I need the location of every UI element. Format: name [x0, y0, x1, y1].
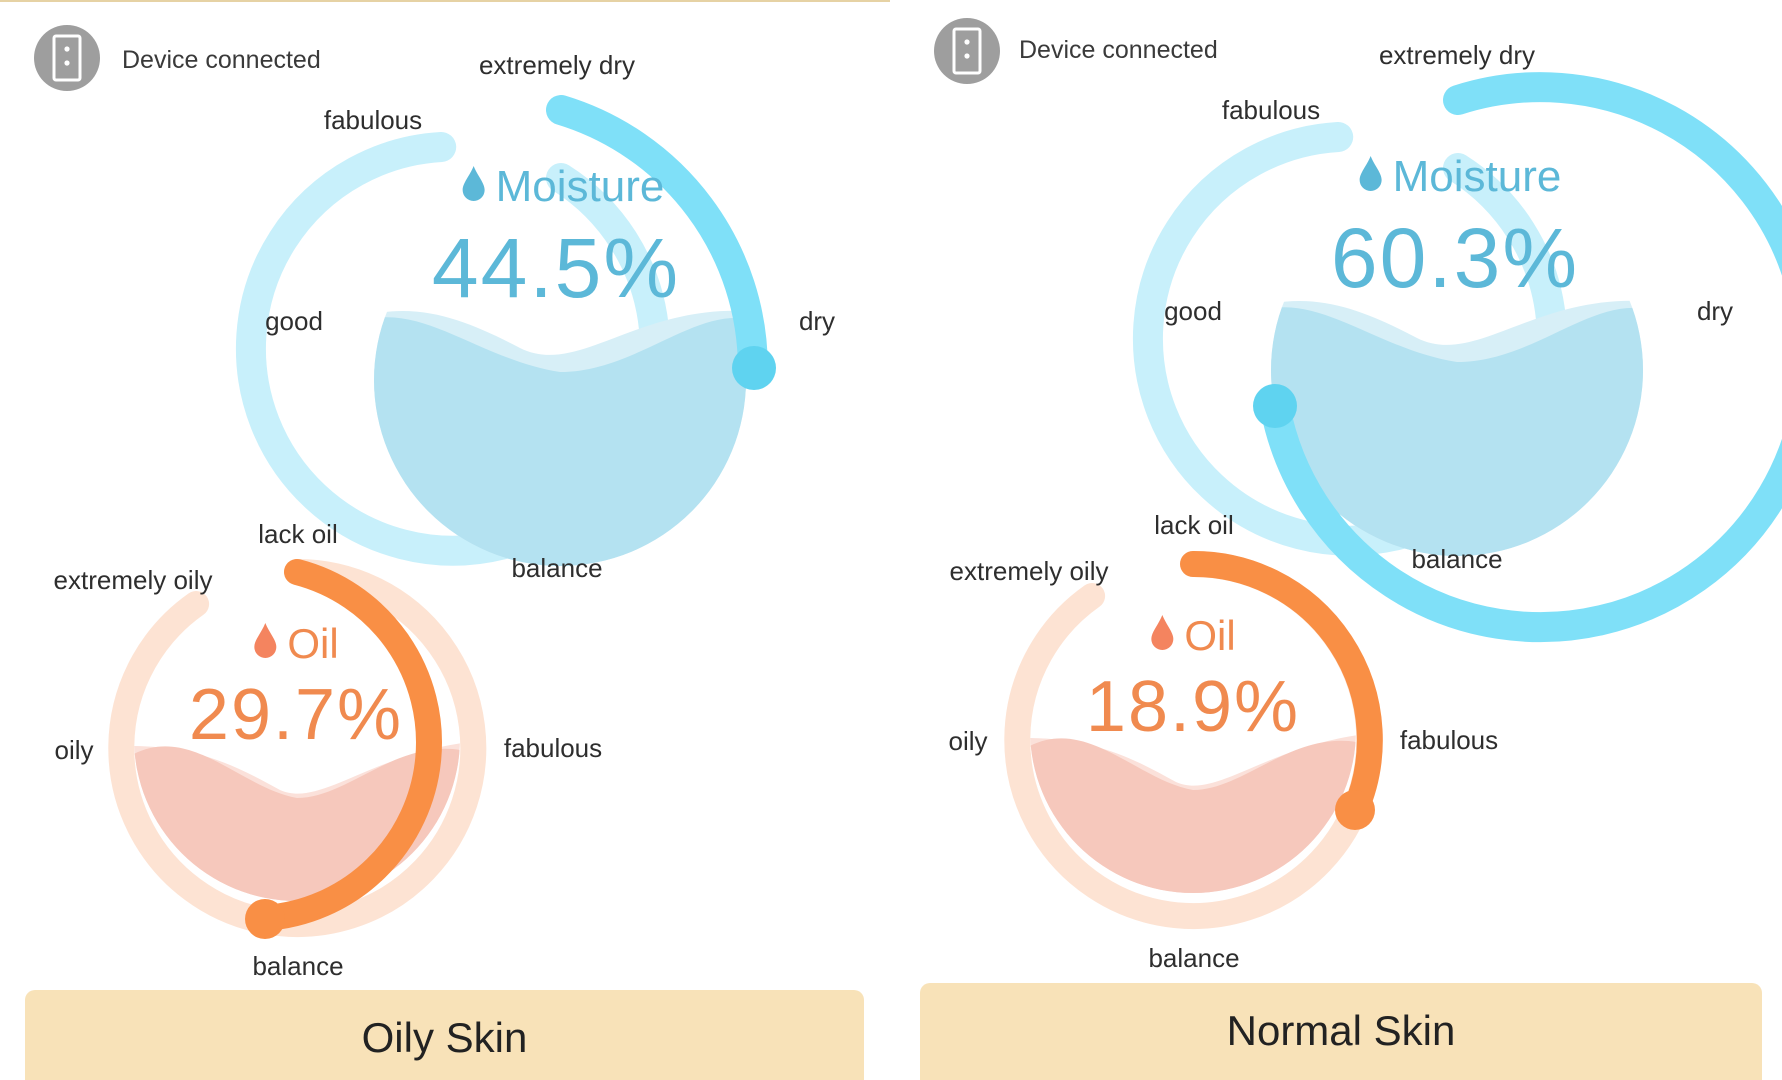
oil-drop-icon [1150, 612, 1174, 660]
phone-device-icon [34, 25, 100, 91]
phone-device-icon [934, 18, 1000, 84]
skin-type-result-button[interactable]: Oily Skin [25, 990, 864, 1080]
oil-title: Oil [253, 620, 339, 668]
moisture-zone-dry: dry [798, 306, 836, 336]
skin-type-result-label: Oily Skin [361, 1014, 528, 1061]
water-drop-icon [1359, 152, 1383, 202]
oil-zone-extremely-oily: extremely oily [53, 565, 213, 595]
oil-zone-fabulous: fabulous [1399, 725, 1499, 755]
moisture-water-front [374, 317, 746, 566]
oil-progress-knob [1335, 790, 1375, 830]
moisture-value: 60.3% [1330, 211, 1580, 305]
oil-progress-knob [245, 899, 285, 939]
moisture-zone-fabulous: fabulous [323, 105, 423, 135]
oil-zone-fabulous: fabulous [503, 733, 603, 763]
device-status-text: Device connected [122, 46, 321, 74]
oil-zone-oily: oily [54, 735, 94, 765]
oil-value: 29.7% [188, 675, 404, 755]
moisture-zone-dry: dry [1696, 296, 1734, 326]
moisture-title: Moisture [1359, 152, 1562, 202]
skin-type-result-label: Normal Skin [1226, 1007, 1456, 1054]
moisture-title: Moisture [462, 162, 665, 212]
moisture-zone-good: good [1164, 296, 1222, 326]
oil-zone-extremely-oily: extremely oily [949, 556, 1109, 586]
moisture-gauge [1004, 72, 1782, 929]
oil-progress-arc [1180, 550, 1383, 823]
moisture-zone-balance: balance [1411, 544, 1503, 574]
oil-title-text: Oil [1184, 612, 1236, 659]
oil-drop-icon [253, 620, 277, 668]
skin-result-screen-oily: Device connected extremely dry fabulous … [0, 0, 891, 1080]
oil-zone-balance: balance [252, 951, 344, 981]
moisture-water-front [1271, 307, 1643, 556]
moisture-zone-extremely-dry: extremely dry [1378, 40, 1536, 70]
oil-progress-arc [252, 559, 442, 931]
moisture-gauge [108, 95, 776, 939]
moisture-progress-arc [1260, 72, 1782, 643]
moisture-progress-knob [1253, 384, 1297, 428]
device-status-text: Device connected [1019, 36, 1218, 64]
oil-track-arc [108, 559, 487, 937]
oil-zone-lack-oil: lack oil [1154, 510, 1234, 540]
moisture-value: 44.5% [431, 221, 681, 315]
moisture-progress-arc [546, 95, 768, 383]
oil-zone-balance: balance [1148, 943, 1240, 973]
moisture-zone-fabulous: fabulous [1221, 95, 1321, 125]
moisture-title-text: Moisture [1392, 152, 1562, 201]
moisture-zone-extremely-dry: extremely dry [478, 50, 636, 80]
oil-title-text: Oil [287, 620, 339, 667]
oil-value: 18.9% [1085, 667, 1301, 747]
water-drop-icon [462, 162, 486, 212]
skin-result-screen-normal: Device connected extremely dry fabulous … [891, 0, 1782, 1080]
top-divider [0, 0, 890, 2]
oil-title: Oil [1150, 612, 1236, 660]
moisture-zone-balance: balance [511, 553, 603, 583]
oil-zone-oily: oily [948, 726, 988, 756]
moisture-title-text: Moisture [495, 162, 665, 211]
skin-type-result-button[interactable]: Normal Skin [920, 983, 1762, 1080]
oil-zone-lack-oil: lack oil [258, 519, 338, 549]
moisture-zone-good: good [265, 306, 323, 336]
moisture-progress-knob [732, 346, 776, 390]
